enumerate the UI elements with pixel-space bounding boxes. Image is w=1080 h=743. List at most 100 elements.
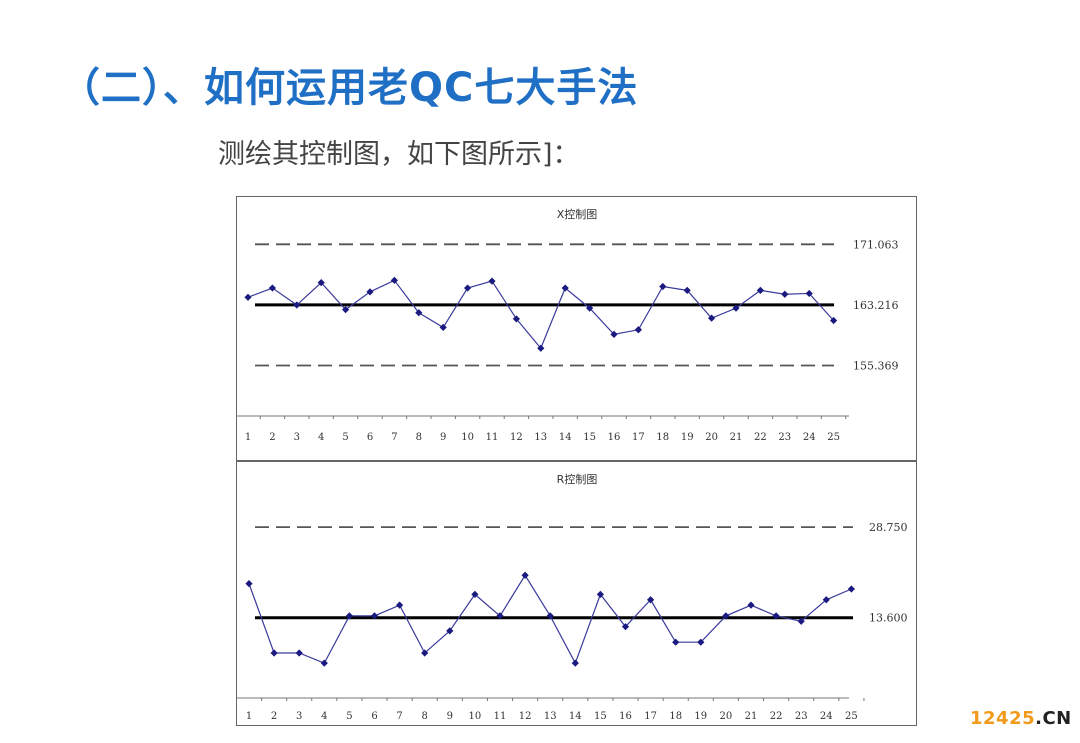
r-x-tick-label: 9 (447, 711, 453, 722)
r-x-tick-label: 5 (346, 711, 352, 722)
r-x-tick-label: 19 (694, 711, 707, 722)
x-data-point (634, 326, 642, 334)
site-watermark: 12425.CN (970, 708, 1072, 729)
watermark-suffix: .CN (1035, 708, 1072, 729)
r-data-point (295, 649, 303, 657)
x-x-tick-label: 20 (705, 432, 718, 443)
r-x-tick-label: 22 (770, 711, 783, 722)
r-x-tick-label: 15 (594, 711, 607, 722)
x-data-point (659, 282, 667, 291)
x-data-point (561, 284, 569, 292)
r-x-tick-label: 18 (669, 711, 682, 722)
r-data-point (521, 571, 529, 579)
r-data-point (672, 638, 680, 646)
r-x-tick-label: 20 (720, 711, 733, 722)
x-x-tick-label: 16 (608, 432, 621, 443)
r-x-tick-label: 23 (795, 711, 808, 722)
x-x-tick-label: 24 (803, 432, 816, 443)
x-series-line (247, 279, 835, 350)
x-data-point (756, 286, 764, 294)
r-data-point (270, 649, 278, 657)
r-data-point (647, 596, 655, 604)
r-data-point (320, 659, 328, 667)
r-x-tick-label: 7 (396, 711, 402, 722)
x-x-tick-label: 2 (269, 432, 275, 443)
x-x-tick-label: 4 (318, 432, 324, 443)
r-data-point (747, 601, 755, 609)
x-x-tick-label: 14 (559, 432, 572, 443)
x-data-point (464, 284, 472, 292)
x-x-tick-label: 9 (440, 432, 446, 443)
slide-title: （二）、如何运用老QC七大手法 (60, 65, 639, 111)
x-data-point (439, 323, 447, 332)
r-data-point (697, 638, 705, 646)
x-x-tick-label: 6 (367, 432, 373, 443)
r-x-tick-label: 11 (494, 711, 507, 722)
r-data-point (722, 612, 730, 620)
x-data-point (366, 288, 374, 296)
r-x-tick-label: 3 (296, 711, 302, 722)
x-control-chart: X控制图 1 2 3 4 5 6 7 8 9 10 11 12 13 14 15 16 17 18 19 20 21 22 2… (236, 196, 917, 461)
x-data-point (244, 293, 252, 301)
r-data-point (245, 580, 253, 588)
x-data-point (683, 286, 691, 294)
x-data-point (732, 304, 740, 312)
r-control-line-label: 13.600 (869, 612, 908, 625)
x-data-point (708, 314, 716, 322)
x-data-point (488, 277, 496, 285)
x-x-tick-label: 10 (461, 432, 474, 443)
r-x-tick-label: 8 (422, 711, 428, 722)
x-control-line-label: 171.063 (853, 238, 899, 251)
x-x-tick-label: 15 (583, 432, 596, 443)
x-x-tick-label: 17 (632, 432, 645, 443)
x-x-tick-label: 11 (486, 432, 499, 443)
x-x-tick-label: 23 (778, 432, 791, 443)
x-x-tick-label: 8 (416, 432, 422, 443)
x-x-tick-label: 22 (754, 432, 767, 443)
x-x-tick-label: 13 (534, 432, 547, 443)
x-x-tick-label: 25 (827, 432, 840, 443)
x-data-point (781, 290, 789, 298)
x-data-point (512, 315, 520, 323)
x-x-tick-label: 18 (656, 432, 669, 443)
x-data-point (268, 284, 276, 292)
x-data-point (805, 289, 813, 298)
x-data-point (610, 330, 618, 338)
x-data-point (390, 276, 398, 284)
x-control-line-label: 163.216 (853, 299, 899, 312)
r-x-tick-label: 14 (569, 711, 582, 722)
r-x-tick-label: 1 (246, 711, 252, 722)
x-x-tick-label: 21 (730, 432, 743, 443)
r-x-tick-label: 4 (321, 711, 327, 722)
r-data-point (571, 659, 579, 667)
r-control-chart: R控制图 1 2 3 4 5 6 7 8 9 10 11 12 13 14 15 16 17 18 19 20 21 22 2… (236, 461, 917, 726)
r-data-point (847, 585, 855, 593)
x-x-tick-label: 7 (391, 432, 397, 443)
r-x-tick-label: 13 (544, 711, 557, 722)
r-x-tick-label: 25 (845, 711, 858, 722)
watermark-main: 12425 (970, 708, 1036, 729)
x-x-tick-label: 5 (342, 432, 348, 443)
x-data-point (293, 301, 301, 309)
r-x-tick-label: 24 (820, 711, 833, 722)
r-data-point (797, 617, 805, 625)
x-data-point (586, 304, 594, 312)
x-x-tick-label: 19 (681, 432, 694, 443)
r-x-tick-label: 6 (371, 711, 377, 722)
slide-subtitle: 测绘其控制图，如下图所示]： (218, 139, 580, 170)
x-x-tick-label: 3 (294, 432, 300, 443)
x-control-line-label: 155.369 (853, 360, 899, 373)
r-x-tick-label: 10 (469, 711, 482, 722)
r-chart-title: R控制图 (557, 472, 598, 486)
r-x-tick-label: 21 (745, 711, 758, 722)
x-chart-title: X控制图 (557, 207, 598, 221)
r-x-tick-label: 2 (271, 711, 277, 722)
x-x-tick-label: 12 (510, 432, 523, 443)
r-control-line-label: 28.750 (869, 521, 908, 534)
r-x-tick-label: 17 (644, 711, 657, 722)
x-x-tick-label: 1 (245, 432, 251, 443)
r-x-tick-label: 16 (619, 711, 632, 722)
r-data-point (396, 601, 404, 609)
